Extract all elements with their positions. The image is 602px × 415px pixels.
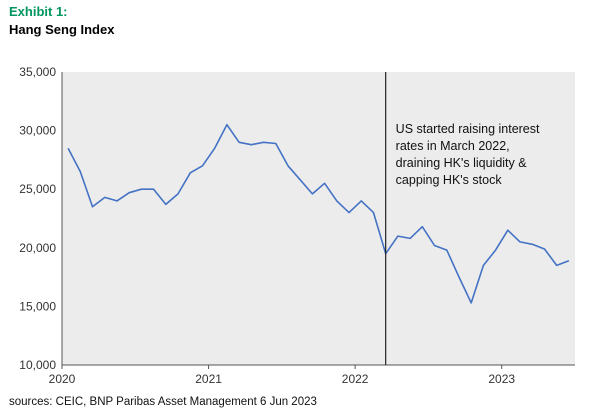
annotation-line: rates in March 2022, (396, 139, 510, 153)
chart-title: Hang Seng Index (9, 22, 115, 37)
annotation-line: US started raising interest (396, 122, 540, 136)
x-axis-ticks: 2020 2021 2022 2023 (49, 365, 515, 386)
x-tick-label: 2020 (49, 372, 76, 386)
x-tick-label: 2021 (195, 372, 222, 386)
annotation-line: capping HK's stock (396, 173, 503, 187)
annotation-line: draining HK's liquidity & (396, 156, 528, 170)
plot-area (62, 72, 575, 365)
exhibit-label: Exhibit 1: (9, 4, 68, 19)
y-tick-label: 25,000 (19, 182, 56, 196)
x-tick-label: 2023 (488, 372, 515, 386)
source-note: sources: CEIC, BNP Paribas Asset Managem… (9, 396, 317, 408)
y-tick-label: 20,000 (19, 241, 56, 255)
y-tick-label: 10,000 (19, 358, 56, 372)
y-tick-label: 30,000 (19, 124, 56, 138)
y-tick-label: 35,000 (19, 65, 56, 79)
rate-hike-annotation: US started raising interest rates in Marc… (396, 122, 540, 187)
x-tick-label: 2022 (342, 372, 369, 386)
y-axis-ticks: 10,000 15,000 20,000 25,000 30,000 35,000 (19, 65, 56, 372)
hang-seng-series-line (67, 123, 570, 304)
y-tick-label: 15,000 (19, 299, 56, 313)
